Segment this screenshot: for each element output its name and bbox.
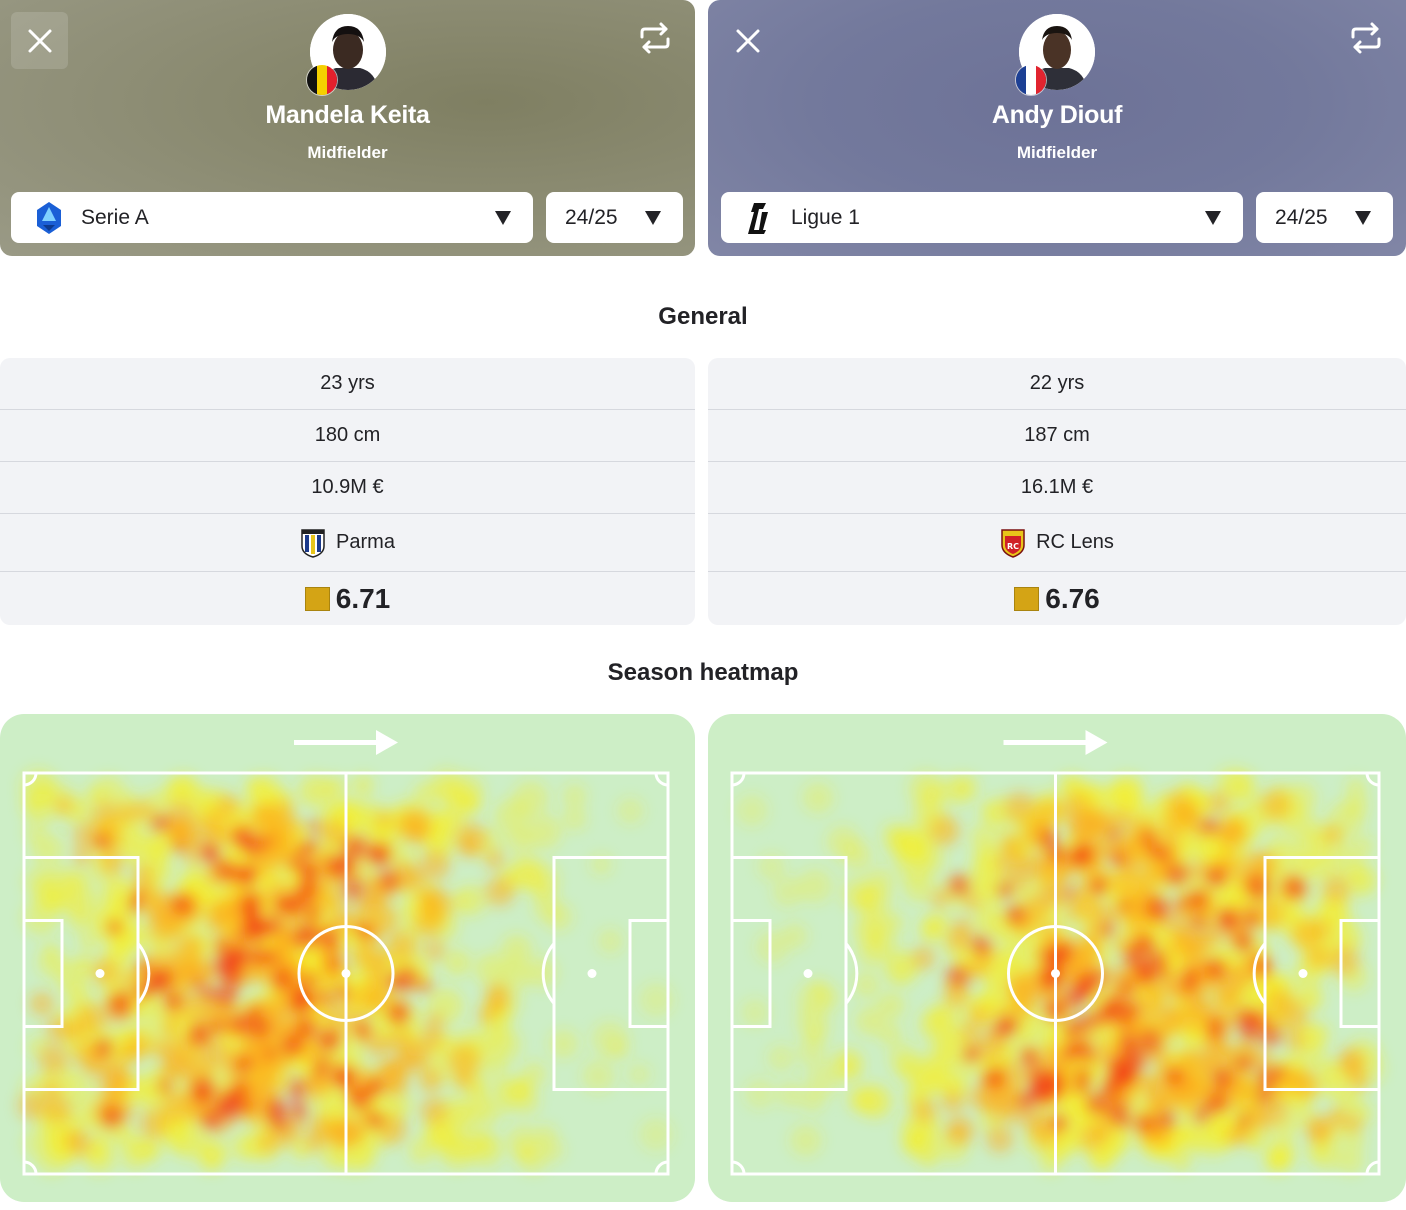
league-select[interactable]: Serie A xyxy=(11,192,533,243)
stat-age-value: 22 yrs xyxy=(1029,372,1085,394)
league-select[interactable]: Ligue 1 xyxy=(721,192,1243,243)
pitch-lines xyxy=(22,771,670,1176)
player-photo xyxy=(1019,14,1095,90)
general-stats-right: 22 yrs 187 cm 16.1M € RC RC Lens 6.76 xyxy=(708,358,1406,625)
stat-height: 187 cm xyxy=(708,410,1406,462)
caret-down-icon xyxy=(1355,211,1371,225)
section-title-general: General xyxy=(658,303,748,330)
season-select[interactable]: 24/25 xyxy=(546,192,683,243)
heatmap-pitch xyxy=(730,730,1384,1176)
belgium-flag-icon xyxy=(305,64,338,96)
close-icon xyxy=(736,29,759,52)
arrow-right-icon xyxy=(1003,730,1108,755)
rating-value: 6.76 xyxy=(1045,582,1100,614)
caret-down-icon xyxy=(645,211,661,225)
france-flag-icon xyxy=(1015,64,1047,96)
stat-team[interactable]: Parma xyxy=(0,514,695,572)
player-card-right: Andy Diouf Midfielder Ligue 1 24/25 xyxy=(708,0,1406,256)
heatmap-density xyxy=(736,768,1384,1174)
heatmap-pitch xyxy=(18,730,674,1176)
team-name: RC Lens xyxy=(1036,531,1114,553)
heatmap-density xyxy=(18,768,674,1175)
player-card-left: Mandela Keita Midfielder Serie A 24/25 xyxy=(0,0,695,256)
stat-rating: 6.76 xyxy=(708,572,1406,625)
arrow-right-icon xyxy=(294,730,398,755)
rating-color-swatch xyxy=(304,586,330,611)
stat-age: 23 yrs xyxy=(0,358,695,410)
stat-height-value: 187 cm xyxy=(1024,424,1090,446)
season-label: 24/25 xyxy=(565,205,618,229)
swap-player-button[interactable] xyxy=(1346,18,1386,58)
stat-market-value-value: 16.1M € xyxy=(1020,476,1094,498)
player-name: Mandela Keita xyxy=(265,101,430,129)
season-select[interactable]: 24/25 xyxy=(1256,192,1393,243)
ligue-1-logo-icon xyxy=(743,200,775,236)
swap-icon xyxy=(640,22,670,54)
player-avatar xyxy=(305,14,386,96)
stat-market-value: 16.1M € xyxy=(708,462,1406,514)
stat-age-value: 23 yrs xyxy=(320,372,375,394)
close-icon xyxy=(28,29,51,52)
stat-height: 180 cm xyxy=(0,410,695,462)
season-label: 24/25 xyxy=(1275,205,1328,229)
parma-crest-icon xyxy=(301,528,325,558)
player-position: Midfielder xyxy=(307,143,388,162)
swap-player-button[interactable] xyxy=(635,18,675,58)
general-stats-left: 23 yrs 180 cm 10.9M € Parma 6.71 xyxy=(0,358,695,625)
player-avatar xyxy=(1015,14,1095,96)
player-position: Midfielder xyxy=(1016,143,1098,162)
svg-text:RC: RC xyxy=(1007,542,1019,551)
team-name: Parma xyxy=(336,531,395,553)
caret-down-icon xyxy=(495,211,511,225)
rating-color-swatch xyxy=(1014,586,1040,611)
stat-height-value: 180 cm xyxy=(314,424,381,446)
remove-player-button[interactable] xyxy=(11,12,68,69)
rc-lens-crest-icon: RC xyxy=(1001,528,1025,558)
stat-market-value-value: 10.9M € xyxy=(311,476,384,498)
pitch-lines xyxy=(730,771,1381,1176)
caret-down-icon xyxy=(1205,211,1221,225)
section-title-heatmap: Season heatmap xyxy=(607,659,799,686)
heatmap-left xyxy=(0,714,695,1202)
player-name: Andy Diouf xyxy=(991,101,1123,129)
swap-icon xyxy=(1351,22,1381,54)
stat-rating: 6.71 xyxy=(0,572,695,625)
league-label: Serie A xyxy=(81,205,149,229)
stat-team[interactable]: RC RC Lens xyxy=(708,514,1406,572)
stat-market-value: 10.9M € xyxy=(0,462,695,514)
rating-value: 6.71 xyxy=(335,582,391,614)
stat-age: 22 yrs xyxy=(708,358,1406,410)
league-label: Ligue 1 xyxy=(791,205,860,229)
serie-a-logo-icon xyxy=(33,200,65,236)
heatmap-right xyxy=(708,714,1406,1202)
remove-player-button[interactable] xyxy=(719,12,776,69)
